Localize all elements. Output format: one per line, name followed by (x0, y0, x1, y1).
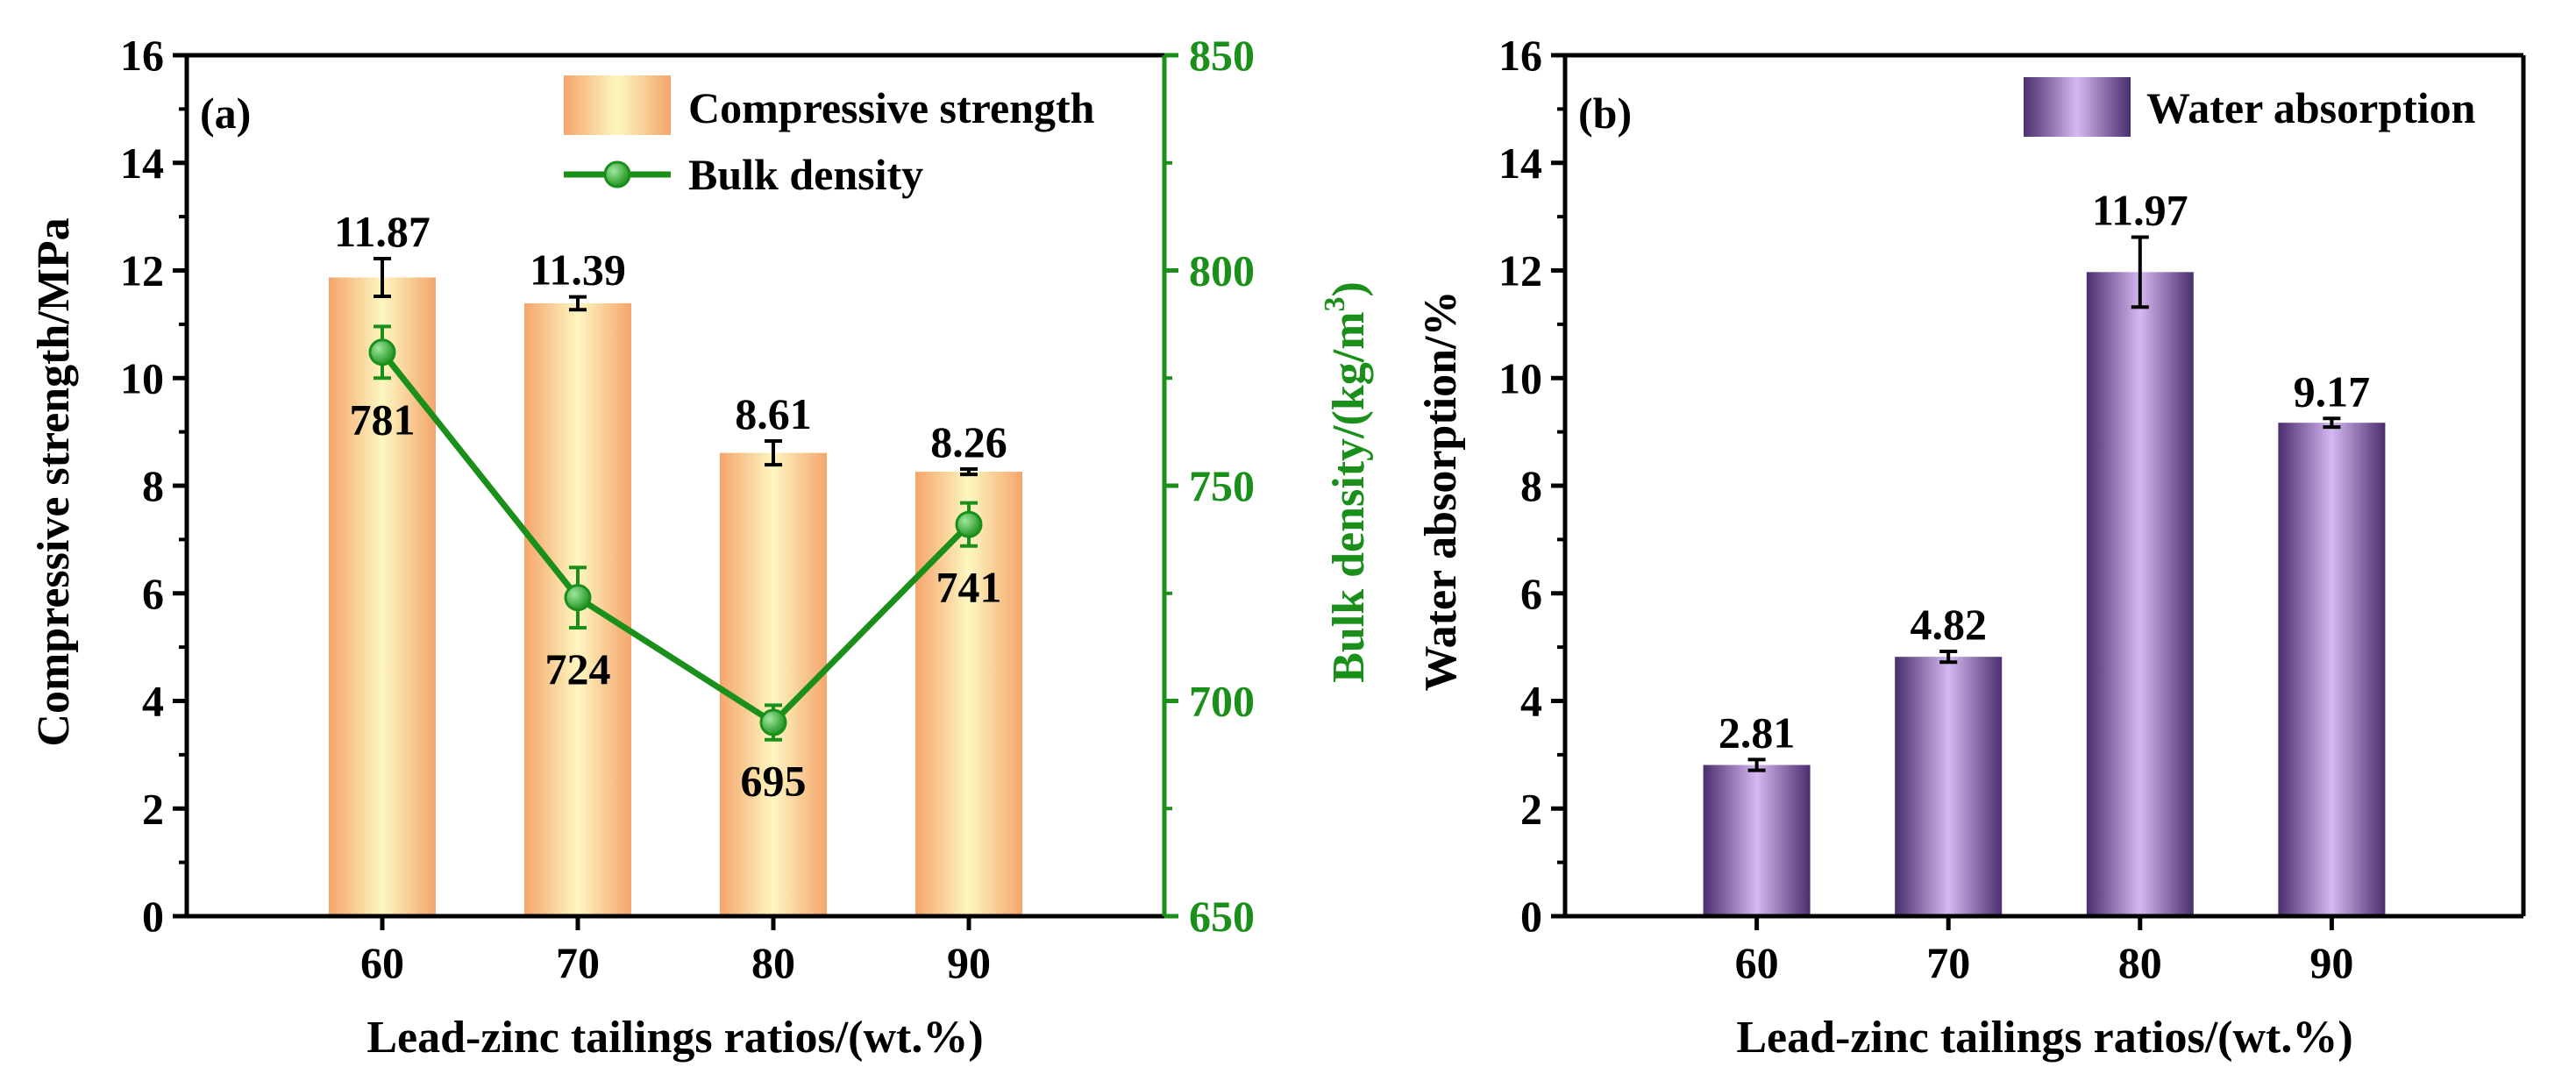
bar (2086, 272, 2194, 916)
bar-data-label: 11.39 (530, 245, 626, 295)
legend-swatch-compressive-strength (564, 75, 671, 135)
bar-data-label: 8.61 (735, 389, 812, 438)
line-data-label: 724 (545, 644, 611, 693)
y2-tick-label: 750 (1189, 461, 1255, 510)
panel-a-bar-error-bars (374, 256, 978, 477)
panel-a-y2-axis-title: Bulk density/(kg/m3) (1319, 281, 1374, 683)
panel-b-bar-error-bars (1747, 235, 2341, 772)
y-tick-label: 6 (142, 569, 164, 618)
y-tick-label: 12 (1498, 246, 1542, 295)
y-tick-label: 14 (1498, 139, 1542, 188)
y2-tick-label: 700 (1189, 677, 1255, 726)
y-tick-label: 8 (1520, 461, 1542, 510)
bar-data-label: 11.97 (2092, 185, 2188, 234)
y-tick-label: 4 (142, 677, 164, 726)
line-data-label: 781 (350, 395, 416, 444)
panel-b-label: (b) (1578, 89, 1632, 138)
panel-b-tick-labels: 0 2 4 6 8 10 12 14 16 60 70 80 90 (1498, 31, 2353, 987)
panel-a-bulk-density-line-group: 781 724 695 741 (350, 324, 1002, 806)
panel-a-tick-labels: 0 2 4 6 8 10 12 14 16 60 70 80 90 650 700 750 800 850 (120, 31, 1255, 987)
bar (329, 277, 436, 916)
y-tick-label: 10 (120, 353, 164, 402)
y-tick-label: 16 (1498, 31, 1542, 80)
panel-a-bars (329, 277, 1022, 917)
y-tick-label: 6 (1520, 569, 1542, 618)
panel-a-x-axis-title: Lead-zinc tailings ratios/(wt.%) (366, 1013, 983, 1063)
x-tick-label: 80 (751, 938, 795, 987)
panel-a-axes (173, 53, 1178, 930)
x-tick-label: 70 (1926, 938, 1970, 987)
x-tick-label: 90 (947, 938, 991, 987)
panel-a-bar-data-labels: 11.87 11.39 8.61 8.26 (334, 207, 1007, 466)
panel-a: 11.87 11.39 8.61 8.26 781 724 695 741 0 2 4 6 8 10 1… (29, 31, 1374, 1063)
legend-label-bulk-density: Bulk density (688, 150, 923, 199)
y-tick-label: 0 (1520, 892, 1542, 941)
legend-label-water-absorption: Water absorption (2146, 83, 2476, 132)
bulk-density-point (759, 708, 787, 736)
bulk-density-line (380, 350, 971, 727)
y-tick-label: 2 (1520, 784, 1542, 833)
y-tick-label: 12 (120, 246, 164, 295)
panel-a-y-axis-title: Compressive strength/MPa (29, 217, 79, 746)
bar-data-label: 4.82 (1910, 600, 1987, 649)
y-tick-label: 2 (142, 784, 164, 833)
y-tick-label: 14 (120, 139, 164, 188)
y-tick-label: 4 (1520, 677, 1542, 726)
x-tick-label: 70 (556, 938, 600, 987)
line-data-label: 695 (741, 757, 807, 806)
bulk-density-point (368, 338, 396, 366)
y-tick-label: 16 (120, 31, 164, 80)
panel-b-axes (1551, 53, 2526, 930)
x-tick-label: 90 (2309, 938, 2353, 987)
legend-marker-bulk-density (603, 160, 631, 188)
x-tick-label: 60 (360, 938, 404, 987)
legend-label-compressive-strength: Compressive strength (688, 83, 1095, 132)
panel-b-y-axis-title: Water absorption/% (1416, 291, 1466, 692)
panel-b-bar-data-labels: 2.81 4.82 11.97 9.17 (1719, 185, 2370, 757)
y2-tick-label: 800 (1189, 246, 1255, 295)
bulk-density-point (564, 584, 592, 612)
panel-b-legend: Water absorption (2024, 77, 2476, 137)
y-tick-label: 10 (1498, 353, 1542, 402)
y-tick-label: 8 (142, 461, 164, 510)
legend-swatch-water-absorption (2024, 77, 2131, 137)
bulk-density-point (955, 510, 983, 538)
x-tick-label: 60 (1735, 938, 1779, 987)
bar-data-label: 11.87 (334, 207, 431, 256)
line-data-label: 741 (936, 563, 1002, 612)
bar-data-label: 9.17 (2294, 366, 2371, 416)
y2-tick-label: 650 (1189, 892, 1255, 941)
panel-b-x-axis-title: Lead-zinc tailings ratios/(wt.%) (1736, 1013, 2352, 1063)
bar (2278, 423, 2386, 916)
bar-data-label: 8.26 (930, 417, 1007, 466)
x-tick-label: 80 (2118, 938, 2162, 987)
y2-tick-label: 850 (1189, 31, 1255, 80)
bar (1703, 765, 1811, 916)
panel-b-bars (1703, 272, 2386, 916)
panel-a-label: (a) (200, 89, 251, 138)
bar-data-label: 2.81 (1719, 708, 1796, 757)
panel-a-legend: Compressive strength Bulk density (564, 75, 1095, 199)
bar (1895, 657, 2003, 916)
y-tick-label: 0 (142, 892, 164, 941)
